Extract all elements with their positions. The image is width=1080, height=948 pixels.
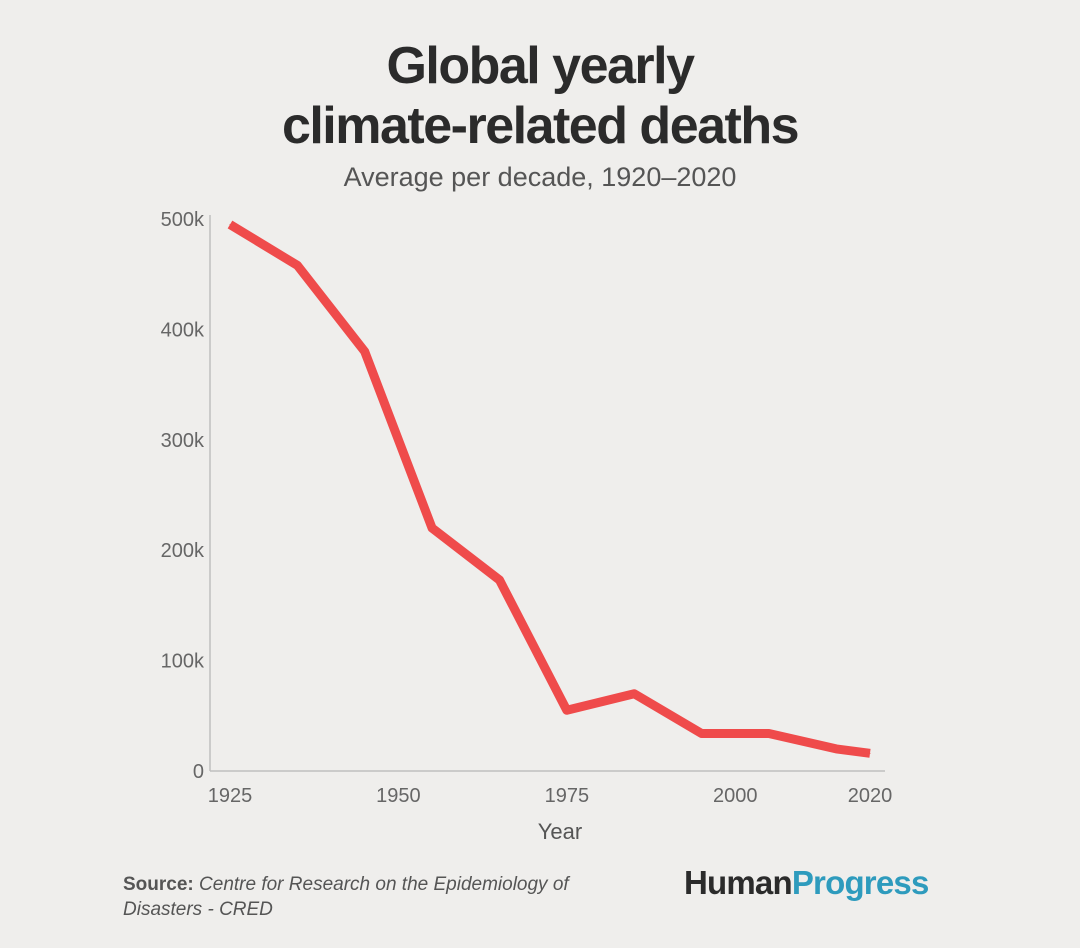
data-point — [431, 527, 433, 529]
humanprogress-logo: HumanProgress — [684, 864, 929, 902]
x-tick-label: 1975 — [545, 785, 590, 807]
y-tick-label: 100k — [161, 651, 205, 673]
chart-series — [227, 220, 871, 758]
chart-title-line-2: climate-related deaths — [281, 97, 800, 155]
data-point — [701, 732, 703, 734]
data-point — [566, 709, 568, 711]
x-tick-label: 1925 — [208, 785, 253, 807]
data-point — [633, 693, 635, 695]
deaths-series-line — [227, 220, 871, 758]
y-tick-label: 500k — [161, 209, 205, 231]
source-note: Source: Centre for Research on the Epide… — [123, 872, 643, 922]
y-tick-label: 400k — [161, 319, 205, 341]
data-point — [364, 350, 366, 352]
data-point — [835, 748, 837, 750]
chart-axes — [209, 215, 885, 772]
line-chart: 0 100k 200k 300k 400k 500k 1925 1950 1975 2000 202… — [161, 209, 893, 844]
data-point — [869, 752, 871, 754]
x-tick-label: 2000 — [713, 785, 758, 807]
y-tick-label: 0 — [193, 761, 204, 783]
data-point — [229, 224, 231, 226]
chart-title-line-1: Global yearly — [386, 37, 695, 95]
source-label: Source: — [123, 874, 194, 895]
x-tick-label: 1950 — [376, 785, 421, 807]
data-point — [296, 264, 298, 266]
source-text: Centre for Research on the Epidemiology … — [123, 874, 569, 920]
logo-word-progress: Progress — [791, 864, 929, 901]
data-point — [768, 732, 770, 734]
logo-word-human: Human — [684, 864, 793, 901]
chart-title: Global yearly climate-related deaths — [0, 36, 1080, 156]
data-point — [498, 579, 500, 581]
y-tick-label: 200k — [161, 540, 205, 562]
x-tick-label: 2020 — [848, 785, 893, 807]
y-tick-label: 300k — [161, 430, 205, 452]
chart-tick-labels: 0 100k 200k 300k 400k 500k 1925 1950 1975 2000 202… — [161, 209, 893, 807]
chart-subtitle: Average per decade, 1920–2020 — [343, 162, 737, 192]
x-axis-title: Year — [538, 819, 582, 844]
